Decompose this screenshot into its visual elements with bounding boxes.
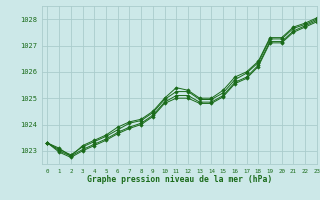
X-axis label: Graphe pression niveau de la mer (hPa): Graphe pression niveau de la mer (hPa) <box>87 175 272 184</box>
